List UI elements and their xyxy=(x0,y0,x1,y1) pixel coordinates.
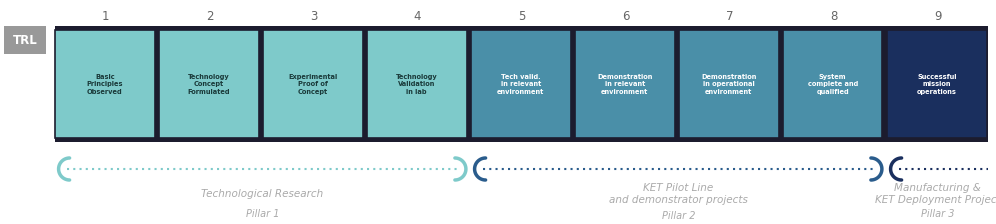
FancyBboxPatch shape xyxy=(575,30,674,138)
Text: Successful
mission
operations: Successful mission operations xyxy=(916,73,957,95)
Text: Basic
Principles
Observed: Basic Principles Observed xyxy=(87,73,123,95)
Text: Demonstration
in relevant
environment: Demonstration in relevant environment xyxy=(597,73,652,95)
FancyBboxPatch shape xyxy=(4,26,46,54)
Text: Demonstration
in operational
environment: Demonstration in operational environment xyxy=(701,73,756,95)
Text: Pillar 1: Pillar 1 xyxy=(245,209,279,219)
Text: 4: 4 xyxy=(413,9,421,22)
Text: Technology
Concept
Formulated: Technology Concept Formulated xyxy=(187,73,230,95)
Text: 1: 1 xyxy=(102,9,110,22)
Text: 3: 3 xyxy=(310,9,317,22)
FancyBboxPatch shape xyxy=(55,26,988,142)
FancyBboxPatch shape xyxy=(367,30,466,138)
Text: 6: 6 xyxy=(622,9,629,22)
Text: Technology
Validation
in lab: Technology Validation in lab xyxy=(395,73,437,95)
Text: Tech valid.
in relevant
environment: Tech valid. in relevant environment xyxy=(497,73,545,95)
Text: 2: 2 xyxy=(206,9,213,22)
Text: Experimental
Proof of
Concept: Experimental Proof of Concept xyxy=(288,73,338,95)
Text: Pillar 2: Pillar 2 xyxy=(661,211,695,221)
Text: KET Pilot Line
and demonstrator projects: KET Pilot Line and demonstrator projects xyxy=(609,183,748,205)
FancyBboxPatch shape xyxy=(55,30,154,138)
Text: 7: 7 xyxy=(726,9,733,22)
Text: Manufacturing &
KET Deployment Project: Manufacturing & KET Deployment Project xyxy=(874,183,996,205)
Text: 5: 5 xyxy=(518,9,525,22)
Text: Pillar 3: Pillar 3 xyxy=(920,209,954,219)
FancyBboxPatch shape xyxy=(471,30,571,138)
FancyBboxPatch shape xyxy=(887,30,986,138)
Text: 8: 8 xyxy=(830,9,838,22)
FancyBboxPatch shape xyxy=(159,30,259,138)
Text: System
complete and
qualified: System complete and qualified xyxy=(808,73,858,95)
Text: TRL: TRL xyxy=(13,34,38,47)
FancyBboxPatch shape xyxy=(783,30,882,138)
Text: Technological Research: Technological Research xyxy=(201,189,324,199)
Text: 9: 9 xyxy=(934,9,941,22)
FancyBboxPatch shape xyxy=(263,30,363,138)
FancyBboxPatch shape xyxy=(679,30,779,138)
